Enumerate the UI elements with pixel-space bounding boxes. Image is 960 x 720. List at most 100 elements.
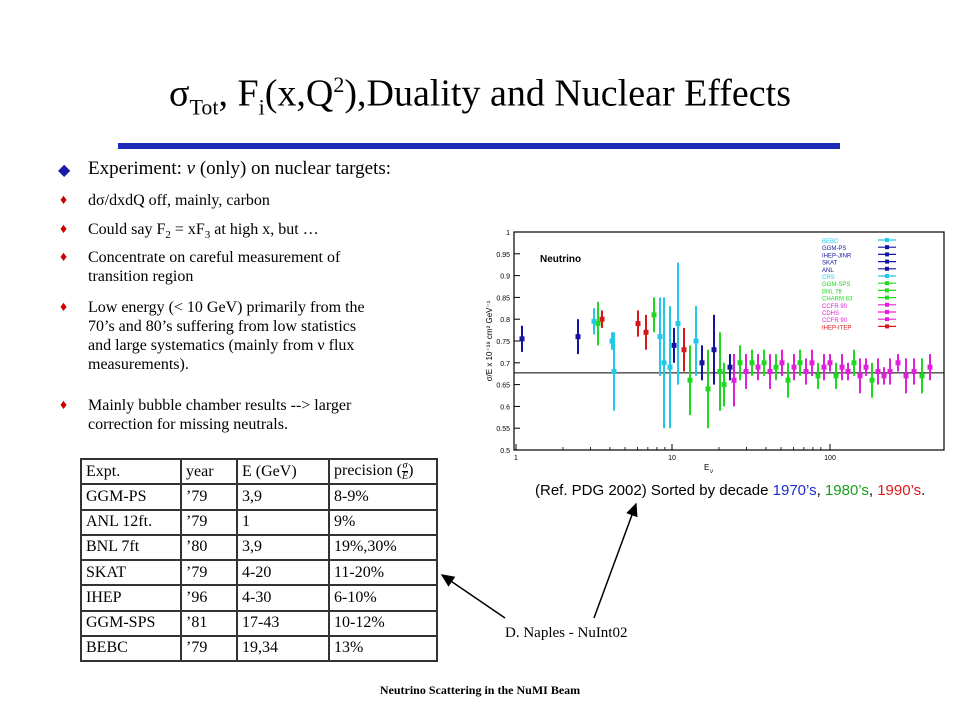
data-point <box>869 377 875 383</box>
table-row: ANL 12ft. ’79 1 9% <box>80 508 438 536</box>
data-point <box>671 342 677 348</box>
y-tick-label: 1 <box>506 230 510 237</box>
title-sup-2: 2 <box>333 72 345 97</box>
table-header-cell: Expt. <box>80 457 182 486</box>
data-point <box>721 382 727 388</box>
x-axis-label-sub: ν <box>710 469 713 474</box>
plot-caption: (Ref. PDG 2002) Sorted by decade 1970’s,… <box>535 482 926 499</box>
diamond-bullet-icon: ♦ <box>60 398 68 413</box>
data-point <box>845 369 851 375</box>
title-rest: ),Duality and Nuclear Effects <box>344 72 792 115</box>
legend-marker <box>885 245 889 250</box>
y-tick-label: 0.55 <box>496 426 510 433</box>
data-point <box>839 364 845 370</box>
page-title: σTot, Fi(x,Q2),Duality and Nuclear Effec… <box>0 62 960 130</box>
table-cell: ’79 <box>180 634 238 663</box>
legend-label: ANL <box>822 268 834 274</box>
data-point <box>797 360 803 366</box>
table-cell: 3,9 <box>236 483 330 511</box>
table-cell: BEBC <box>80 634 182 663</box>
data-point <box>611 369 617 375</box>
list-item: ♦ Low energy (< 10 GeV) primarily from t… <box>60 298 470 378</box>
legend-label: BEBC <box>822 239 839 245</box>
table-cell: 9% <box>328 508 438 536</box>
legend-marker <box>885 317 889 322</box>
legend-label: SKAT <box>822 261 838 267</box>
title-sigma: σ <box>168 72 190 115</box>
table-header-cell: precision (σ E) <box>328 457 438 486</box>
table-row: IHEP ’96 4-30 6-10% <box>80 584 438 612</box>
data-point <box>699 360 705 366</box>
bullet-main-text: Experiment: ν (only) on nuclear targets: <box>88 158 392 179</box>
legend-marker <box>885 295 889 300</box>
y-tick-label: 0.5 <box>500 448 510 455</box>
data-point <box>591 318 597 324</box>
y-axis-label: σ/E x 10⁻³⁸ cm² GeV⁻¹ <box>485 300 494 381</box>
title-sub-i: i <box>258 94 265 120</box>
arrow-to-table <box>440 574 506 619</box>
data-point <box>791 364 797 370</box>
table-cell: 17-43 <box>236 609 330 637</box>
data-point <box>711 347 717 353</box>
table-cell: ’96 <box>180 584 238 612</box>
data-point <box>927 364 933 370</box>
table-cell: ’80 <box>180 533 238 562</box>
data-point <box>519 336 525 342</box>
table-cell: 13% <box>328 634 438 663</box>
list-item-text: Could say F2 = xF3 at high x, but … <box>88 221 319 242</box>
diamond-bullet-icon: ♦ <box>60 250 68 265</box>
data-point <box>651 312 657 318</box>
data-point <box>743 369 749 375</box>
data-point <box>675 321 681 327</box>
data-point <box>767 369 773 375</box>
square-bullet-icon: ◆ <box>58 162 71 179</box>
y-tick-label: 0.8 <box>500 317 510 324</box>
table-cell: ’79 <box>180 483 238 511</box>
data-point <box>749 360 755 366</box>
legend-label: CRS <box>822 275 835 281</box>
legend-label: CDHS <box>822 311 839 317</box>
table-cell: 6-10% <box>328 584 438 612</box>
data-point <box>737 360 743 366</box>
caption-1980s: 1980’s <box>824 482 869 499</box>
caption-1990s: 1990’s <box>877 482 922 499</box>
list-item-text: Mainly bubble chamber results --> larger… <box>88 397 352 433</box>
data-point <box>779 360 785 366</box>
table-cell: GGM-SPS <box>80 609 182 637</box>
legend-label: GGM-PS <box>822 246 846 252</box>
table-cell: 4-30 <box>236 584 330 612</box>
title-mid: (x,Q <box>264 72 334 115</box>
y-tick-label: 0.85 <box>496 295 510 302</box>
list-item: ♦ Could say F2 = xF3 at high x, but … <box>60 220 460 241</box>
data-point <box>919 373 925 379</box>
data-point <box>903 373 909 379</box>
table-cell: 11-20% <box>328 558 438 587</box>
data-point <box>773 364 779 370</box>
table-cell: ’79 <box>180 558 238 587</box>
title-f: , F <box>218 72 259 115</box>
legend-label: CCFR 90 <box>822 304 848 310</box>
legend-label: BNL 7ft <box>822 289 842 295</box>
experiments-table: Expt. year E (GeV) precision (σ E) GGM-PS… <box>80 457 438 663</box>
data-point <box>881 373 887 379</box>
data-point <box>803 369 809 375</box>
legend-marker <box>885 274 889 278</box>
table-cell: IHEP <box>80 584 182 612</box>
legend-label: CCFR 90 <box>822 318 848 324</box>
data-point <box>875 369 881 375</box>
table-row: SKAT ’79 4-20 11-20% <box>80 558 438 587</box>
list-item-text: Low energy (< 10 GeV) primarily from the… <box>88 299 365 373</box>
legend-marker <box>885 238 889 242</box>
data-point <box>863 364 869 370</box>
table-cell: 1 <box>236 508 330 536</box>
data-point <box>755 364 761 370</box>
list-item: ♦ Concentrate on careful measurement of t… <box>60 248 460 288</box>
legend-label: GGM-SPS <box>822 282 850 288</box>
data-point <box>785 377 791 383</box>
x-tick-label: 100 <box>824 455 836 462</box>
legend-marker <box>885 259 889 264</box>
data-point <box>821 364 827 370</box>
data-point <box>809 360 815 366</box>
diamond-bullet-icon: ♦ <box>60 193 68 208</box>
legend-marker <box>885 252 889 257</box>
